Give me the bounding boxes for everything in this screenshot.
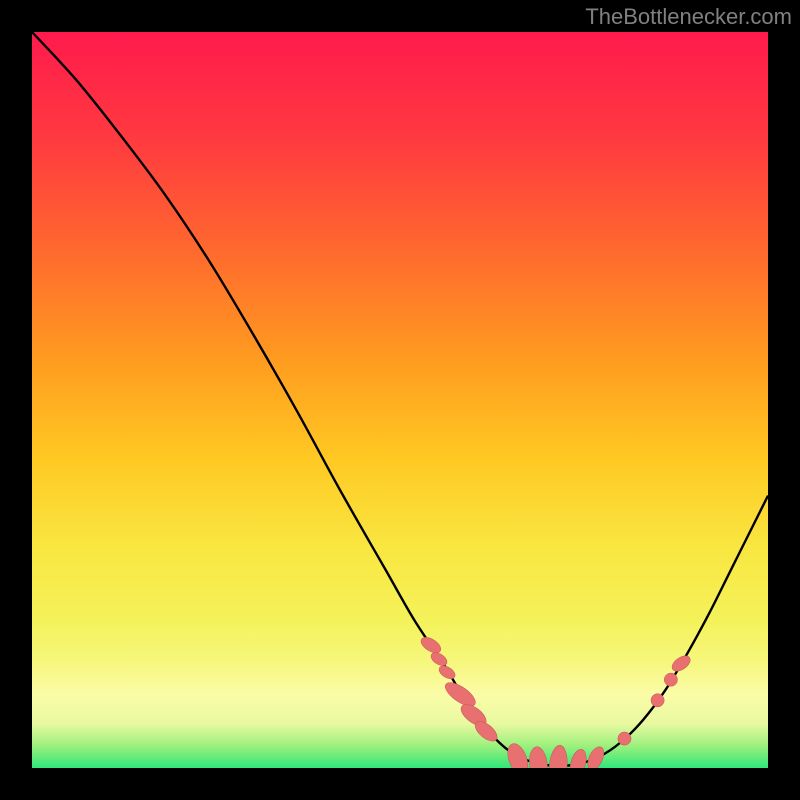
bottleneck-curve	[32, 32, 768, 768]
chart-outer-frame: TheBottlenecker.com	[0, 0, 800, 800]
data-markers	[418, 634, 693, 768]
plot-area	[32, 32, 768, 768]
watermark-text: TheBottlenecker.com	[585, 4, 792, 30]
